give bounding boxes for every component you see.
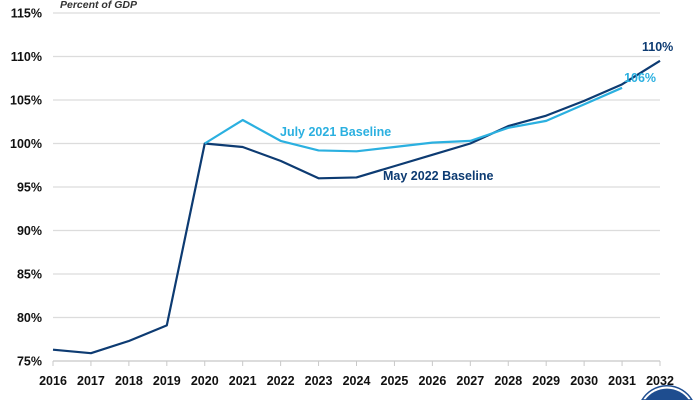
- x-tick-label: 2029: [532, 374, 560, 388]
- y-tick-label: 95%: [17, 181, 42, 195]
- x-tick-label: 2023: [305, 374, 333, 388]
- series-line-1: [204, 86, 623, 153]
- x-tick-label: 2026: [418, 374, 446, 388]
- x-tick-label: 2020: [191, 374, 219, 388]
- y-tick-label: 105%: [10, 94, 42, 108]
- x-tick-label: 2032: [646, 374, 674, 388]
- y-tick-label: 115%: [11, 7, 42, 21]
- series-label: May 2022 Baseline: [383, 169, 494, 183]
- y-tick-label: 90%: [17, 224, 42, 238]
- y-tick-label: 100%: [10, 137, 42, 151]
- x-tick-label: 2022: [267, 374, 295, 388]
- x-tick-label: 2017: [77, 374, 105, 388]
- series-line-0: [52, 59, 661, 355]
- x-tick-label: 2021: [229, 374, 257, 388]
- x-tick-label: 2025: [381, 374, 409, 388]
- y-tick-label: 85%: [17, 268, 42, 282]
- x-tick-label: 2028: [494, 374, 522, 388]
- x-tick-label: 2030: [570, 374, 598, 388]
- logo-icon: [641, 384, 693, 400]
- series-label: July 2021 Baseline: [280, 125, 391, 139]
- x-tick-label: 2016: [39, 374, 67, 388]
- end-value-label: 106%: [624, 71, 656, 85]
- x-tick-label: 2031: [608, 374, 636, 388]
- chart-subtitle: Percent of GDP: [60, 0, 138, 11]
- end-value-label: 110%: [642, 40, 673, 54]
- x-tick-label: 2019: [153, 374, 181, 388]
- y-tick-label: 75%: [17, 355, 42, 369]
- x-tick-label: 2027: [456, 374, 484, 388]
- x-tick-label: 2024: [343, 374, 371, 388]
- y-tick-label: 80%: [17, 311, 42, 325]
- y-tick-label: 110%: [11, 50, 42, 64]
- x-tick-label: 2018: [115, 374, 143, 388]
